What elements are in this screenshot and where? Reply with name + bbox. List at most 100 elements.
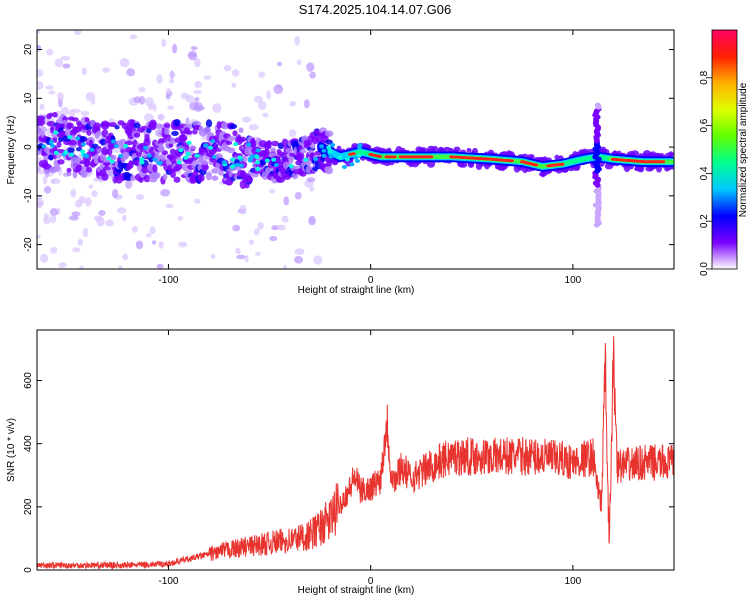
spectrogram-cell [325, 139, 333, 145]
spectrogram-x-ticks: -100 0 100 [158, 30, 582, 286]
spectrogram-cell [186, 140, 192, 145]
spectrogram-cell [306, 62, 315, 72]
spectrogram-cell [248, 239, 255, 246]
colorbar-tick-label: 0.4 [699, 166, 710, 180]
spectrogram-cell [49, 214, 57, 224]
spectrogram-cell [227, 135, 235, 142]
spectrogram-cell [533, 163, 539, 167]
spectrogram-cell [102, 121, 112, 128]
spectrogram-cell [110, 139, 116, 144]
spectrogram-cell [185, 151, 191, 156]
spectrogram-cell [112, 188, 119, 199]
spectrogram-cell [249, 140, 257, 149]
spectrogram-cell [228, 123, 238, 129]
colorbar-label: Normalized spectral amplitude [738, 82, 749, 217]
spectrogram-cell [71, 211, 81, 217]
spectrogram-cell [294, 35, 300, 46]
spectrogram-cell [185, 130, 193, 135]
snr-y-tick-label: 600 [23, 372, 34, 389]
spectrogram-cell [146, 128, 152, 134]
spectrogram-cell [660, 160, 666, 164]
spectrogram-cell [80, 110, 90, 116]
spectrogram-cell [63, 150, 69, 155]
page-title: S174.2025.104.14.07.G06 [298, 2, 452, 17]
spectrogram-cell [68, 139, 78, 146]
spectrogram-cell [149, 226, 156, 235]
spectrogram-cell [238, 127, 244, 133]
spectrogram-cell [125, 179, 133, 189]
spectrogram-cell [66, 167, 72, 173]
spectrogram-cell [233, 142, 239, 147]
spectrogram-cell [194, 198, 201, 204]
spectrogram-y-tick-label: 10 [23, 92, 34, 104]
spectrogram-cell [203, 75, 212, 80]
spectrogram-cell [230, 164, 236, 169]
spectrogram-cell [60, 55, 71, 61]
spectrogram-cell [162, 134, 172, 139]
spectrogram-cell [161, 150, 169, 156]
spectrogram-cell [48, 90, 56, 95]
spectrogram-cell [349, 162, 355, 167]
spectrogram-cell [101, 172, 109, 181]
spectrogram-cell [119, 57, 130, 68]
spectrogram-cell [181, 162, 189, 172]
spectrogram-cell [102, 67, 110, 73]
spectrogram-cell [328, 154, 334, 159]
spectrogram-cell [85, 166, 93, 173]
spectrogram-frame [36, 29, 675, 270]
spectrogram-cell [257, 222, 264, 230]
spectrogram-cell [211, 155, 217, 160]
spectrogram-cell [225, 140, 233, 146]
spectrogram-cell [133, 96, 142, 104]
spectrogram-cell [70, 188, 77, 198]
spectrogram-cell [351, 152, 356, 156]
spectrogram-cell [50, 246, 58, 254]
spectrogram-cell [458, 162, 468, 168]
spectrogram-cell [306, 177, 316, 183]
spectrogram-cell [309, 186, 315, 192]
spectrogram-cell [60, 106, 70, 116]
spectrogram-cell [232, 130, 238, 137]
spectrogram-cell [158, 241, 164, 249]
spectrogram-cell [266, 144, 272, 149]
spectrogram-cell [169, 71, 176, 78]
spectrogram-cell [342, 165, 348, 170]
spectrogram-cell [52, 136, 58, 143]
spectrogram-cell [156, 74, 163, 84]
spectrogram-cell [249, 154, 255, 159]
spectrogram-cell [266, 90, 272, 100]
spectrogram-cell [67, 146, 75, 154]
spectrogram-x-tick-label: 0 [368, 275, 374, 286]
spectrogram-cell [194, 96, 200, 103]
spectrogram-cell [73, 30, 82, 36]
spectrogram-cell [288, 129, 297, 138]
spectrogram-cell [68, 122, 74, 129]
colorbar-tick-label: 0.2 [699, 214, 710, 228]
spectrogram-cell [156, 263, 164, 269]
snr-series-line [37, 336, 674, 570]
spectrogram-cell [165, 203, 174, 209]
spectrogram-cell [128, 160, 134, 169]
spectrogram-cell [668, 151, 674, 157]
spectrogram-cell [142, 145, 148, 150]
spectrogram-cell [281, 215, 289, 223]
spectrogram-cell [133, 132, 141, 138]
spectrogram-cell [283, 264, 288, 269]
spectrogram-cell [264, 158, 270, 163]
spectrogram-cell [313, 157, 319, 162]
spectrogram-cell [210, 139, 216, 144]
spectrogram-cell [143, 174, 151, 183]
spectrogram-cell [594, 102, 601, 108]
spectrogram-cell [151, 240, 157, 245]
spectrogram-cell [48, 140, 54, 145]
spectrogram-cell [85, 92, 96, 102]
spectrogram-cell [248, 124, 259, 131]
spectrogram-cell [172, 43, 178, 54]
spectrogram-cell [130, 175, 136, 182]
spectrogram-cell [273, 162, 279, 167]
spectrogram-cell [285, 148, 293, 154]
spectrogram-cell [62, 63, 71, 69]
spectrogram-cell [114, 124, 120, 130]
